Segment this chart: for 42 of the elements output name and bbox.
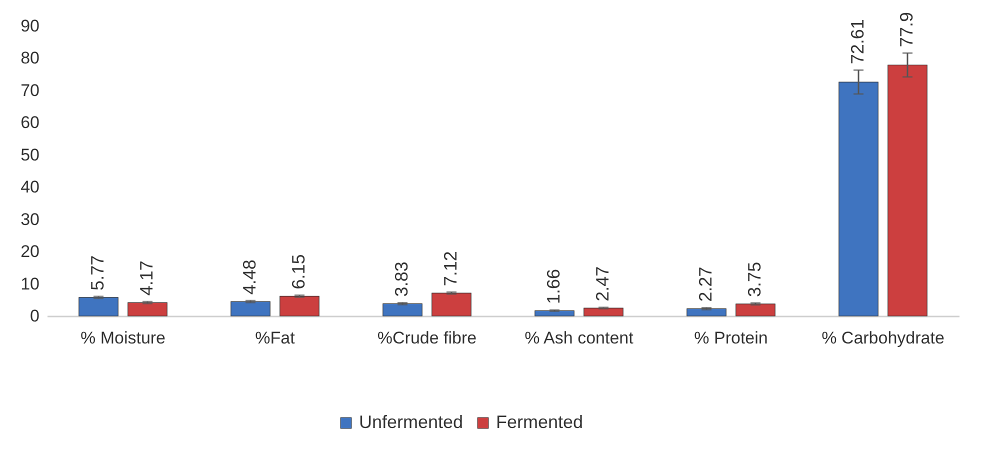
data-label: 3.83 bbox=[392, 262, 412, 297]
bar bbox=[280, 296, 320, 316]
data-label: 72.61 bbox=[848, 19, 868, 64]
bar bbox=[736, 304, 776, 316]
bar bbox=[584, 308, 624, 316]
x-tick-label: % Protein bbox=[694, 328, 768, 348]
y-tick-label: 10 bbox=[20, 274, 40, 294]
data-label: 6.15 bbox=[288, 254, 308, 290]
legend-label: Fermented bbox=[496, 412, 584, 432]
bar bbox=[838, 82, 878, 316]
y-tick-label: 40 bbox=[20, 178, 40, 197]
data-label: 7.12 bbox=[440, 251, 460, 286]
y-tick-label: 70 bbox=[20, 80, 40, 100]
data-label: 5.77 bbox=[88, 255, 108, 290]
bar bbox=[78, 297, 118, 316]
data-label: 4.48 bbox=[240, 260, 260, 295]
y-tick-label: 20 bbox=[20, 242, 40, 262]
x-tick-label: %Fat bbox=[255, 328, 296, 348]
data-label: 77.9 bbox=[896, 12, 916, 48]
data-label: 3.75 bbox=[744, 262, 764, 297]
x-tick-label: % Ash content bbox=[524, 328, 634, 348]
data-label: 2.47 bbox=[592, 266, 612, 302]
bar bbox=[432, 292, 472, 316]
y-tick-label: 50 bbox=[20, 145, 40, 164]
y-tick-label: 80 bbox=[20, 48, 40, 68]
data-label: 1.66 bbox=[544, 268, 564, 304]
y-tick-label: 90 bbox=[20, 16, 40, 36]
x-tick-label: %Crude fibre bbox=[377, 328, 477, 348]
data-label: 4.17 bbox=[136, 260, 156, 296]
bar bbox=[534, 310, 574, 316]
data-label: 2.27 bbox=[696, 266, 716, 302]
bar bbox=[686, 308, 726, 316]
y-tick-label: 30 bbox=[20, 210, 40, 229]
bar bbox=[382, 303, 422, 316]
bar bbox=[128, 302, 168, 316]
x-tick-label: % Moisture bbox=[80, 328, 166, 348]
y-tick-label: 0 bbox=[30, 306, 40, 326]
bar bbox=[888, 64, 928, 316]
bar bbox=[230, 301, 270, 316]
x-tick-label: % Carbohydrate bbox=[822, 328, 944, 348]
y-tick-label: 60 bbox=[20, 113, 40, 132]
legend-label: Unfermented bbox=[359, 412, 464, 432]
